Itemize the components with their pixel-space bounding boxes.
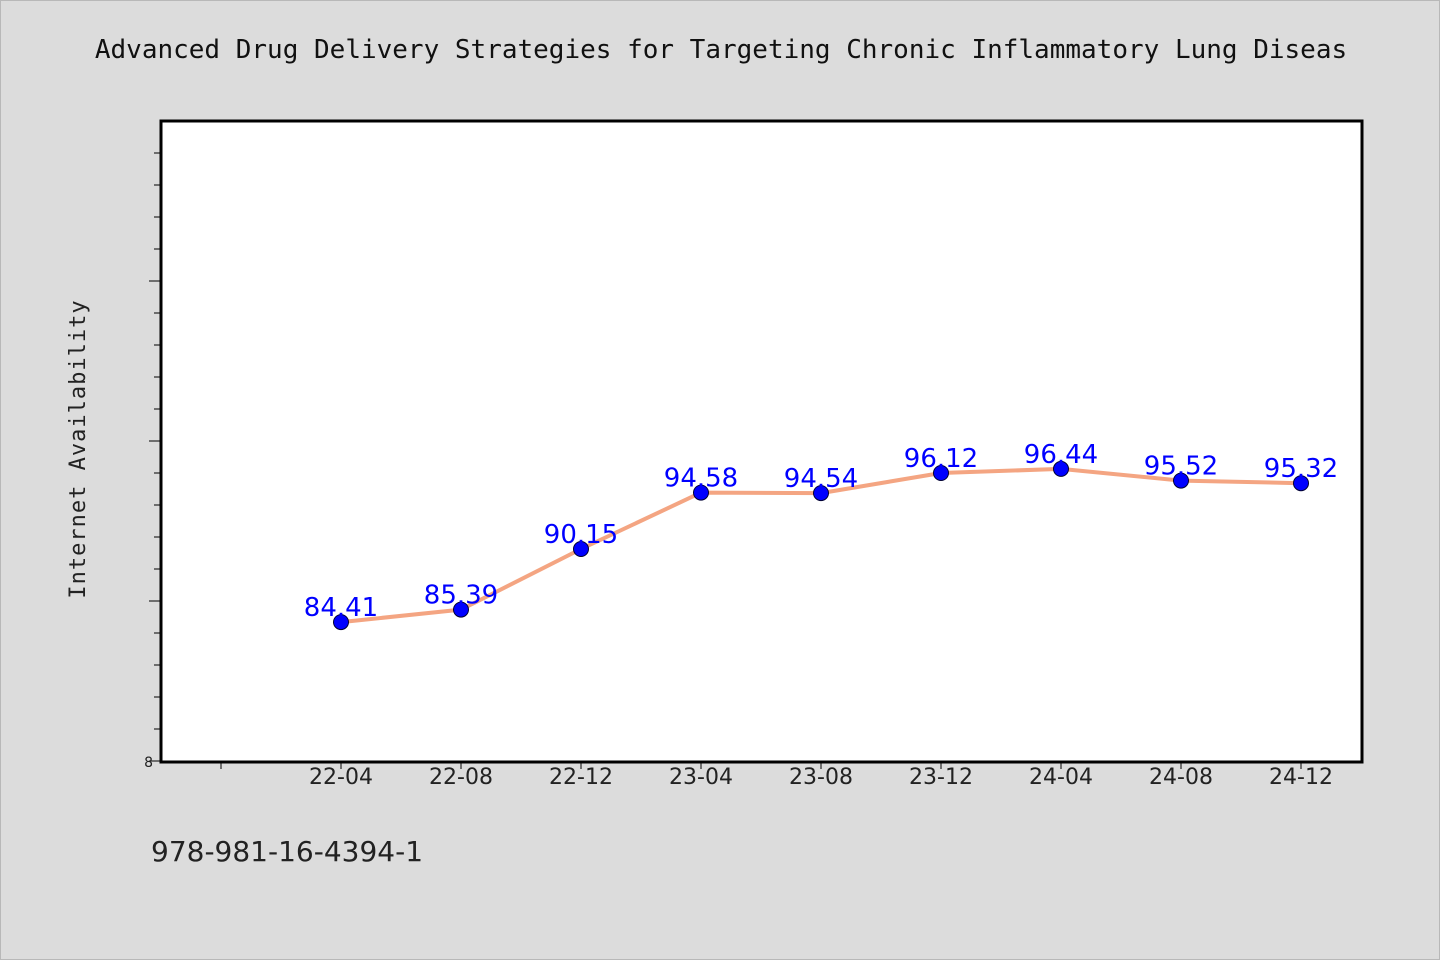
x-tick-label: 22-12 bbox=[549, 765, 613, 790]
data-label: 94.54 bbox=[784, 464, 858, 494]
data-point bbox=[1293, 475, 1309, 492]
data-markers bbox=[333, 460, 1309, 631]
footer-identifier: 978-981-16-4394-1 bbox=[151, 835, 424, 868]
data-label: 94.58 bbox=[664, 464, 738, 494]
data-point bbox=[1053, 460, 1069, 477]
data-point bbox=[453, 601, 469, 618]
data-label: 90.15 bbox=[544, 520, 618, 550]
data-point bbox=[333, 614, 349, 631]
plot-area bbox=[159, 119, 1364, 764]
data-label: 95.52 bbox=[1144, 452, 1218, 482]
y-axis-min-label: 8 bbox=[144, 755, 153, 771]
data-label: 95.32 bbox=[1264, 454, 1338, 484]
data-point bbox=[933, 465, 949, 481]
x-axis-ticks: 22-04 22-08 22-12 23-04 23-08 23-12 24-04 24-08… bbox=[220, 762, 1333, 790]
y-axis-ticks bbox=[149, 152, 161, 762]
data-point bbox=[1173, 472, 1189, 489]
x-tick-label: 24-08 bbox=[1149, 765, 1213, 790]
data-point bbox=[693, 484, 709, 501]
chart-title: Advanced Drug Delivery Strategies for Ta… bbox=[94, 35, 1348, 65]
data-point bbox=[813, 485, 829, 502]
x-tick-label: 22-04 bbox=[309, 765, 373, 790]
data-label: 96.44 bbox=[1024, 440, 1098, 470]
data-label: 84.41 bbox=[304, 593, 378, 623]
data-point bbox=[573, 541, 589, 557]
x-tick-label: 24-04 bbox=[1029, 765, 1093, 790]
x-tick-label: 23-08 bbox=[789, 765, 853, 790]
x-tick-label: 22-08 bbox=[429, 765, 493, 790]
y-axis-label: Internet Availability bbox=[66, 299, 91, 598]
data-label: 96.12 bbox=[904, 444, 978, 474]
x-tick-label: 23-04 bbox=[669, 765, 733, 790]
x-tick-label: 24-12 bbox=[1269, 765, 1333, 790]
x-tick-label: 23-12 bbox=[909, 765, 973, 790]
data-labels: 84.41 85.39 90.15 94.58 94.54 96.12 96.44 95.52… bbox=[304, 440, 1338, 623]
data-label: 85.39 bbox=[424, 581, 498, 611]
